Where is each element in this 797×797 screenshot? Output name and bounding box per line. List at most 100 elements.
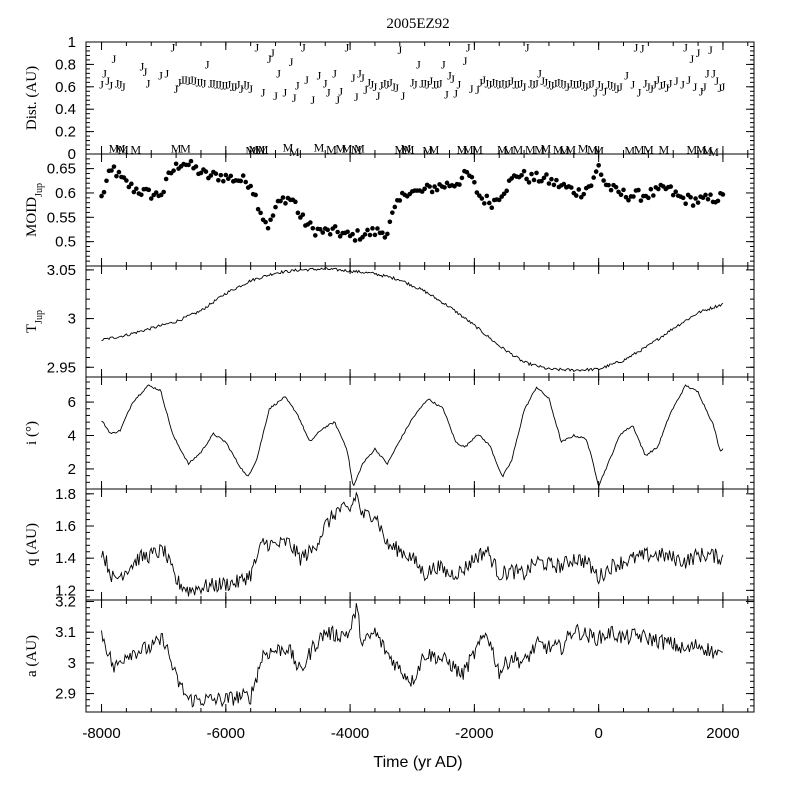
moid-point [578,194,584,200]
moid-point [397,198,403,203]
point-J: J [568,76,573,90]
point-J: J [220,79,225,93]
moid-point [193,164,199,169]
point-J: J [419,76,424,90]
point-M: M [180,141,191,155]
moid-point [367,232,373,238]
point-J: J [466,41,471,55]
y-tick-label-dist: 0.2 [55,124,76,141]
point-J: J [491,75,496,89]
moid-point [350,231,355,237]
moid-point [240,173,246,178]
point-M: M [702,144,713,158]
moid-point [243,179,248,185]
point-J: J [599,80,604,94]
point-M: M [540,141,551,155]
moid-point [253,192,258,198]
moid-point [372,232,378,238]
point-J: J [655,73,660,87]
moid-point [370,226,375,231]
point-J: J [99,78,104,92]
point-J: J [382,76,387,90]
moid-point [310,225,316,231]
point-M: M [118,143,129,157]
point-M: M [258,143,269,157]
panel-tjup: 2.95 3 3.05 TJup [24,262,755,378]
point-J: J [304,73,309,87]
moid-point [188,158,194,164]
point-J: J [699,84,704,98]
point-J: J [680,78,685,92]
point-J: J [447,69,452,83]
chart-title: 2005EZ92 [386,16,449,32]
moid-point [593,169,599,174]
point-M: M [130,143,141,157]
moid-point [636,187,641,193]
point-M: M [457,143,468,157]
point-J: J [503,78,508,92]
point-J: J [354,90,359,104]
point-M: M [659,143,670,157]
point-J: J [469,82,474,96]
moid-point [362,232,368,237]
point-M: M [342,141,353,155]
point-J: J [211,76,216,90]
moid-point [482,201,487,206]
moid-point [469,174,475,180]
moid-point [268,217,273,223]
point-J: J [422,76,427,90]
panel-q: 1.2 1.4 1.6 1.8 q (AU) [24,486,755,601]
x-tick-label: -2000 [455,725,493,742]
point-J: J [457,78,462,92]
point-J: J [534,76,539,90]
point-J: J [202,76,207,90]
moid-point [139,192,144,198]
point-J: J [248,82,253,96]
moid-point [519,172,524,178]
y-tick-label-incl: 4 [68,428,76,445]
moid-point [673,189,679,195]
point-M: M [289,145,300,159]
moid-point [464,169,470,175]
moid-point [479,196,485,201]
moid-point [198,170,204,176]
point-M: M [351,143,362,157]
moid-point [648,186,654,192]
moid-point [258,210,263,216]
moid-point [504,188,509,194]
point-J: J [373,80,378,94]
point-J: J [394,81,399,95]
moid-point [591,175,596,180]
x-tick-label: 2000 [706,725,739,742]
moid-point [618,192,624,198]
y-tick-label-dist: 1 [68,34,76,51]
moid-point [606,182,611,188]
point-M: M [314,140,325,154]
y-tick-label-a: 2.9 [55,686,76,703]
moid-point [387,219,393,225]
point-J: J [618,80,623,94]
series-line-tjup [101,267,724,373]
y-tick-label-moid: 0.6 [55,185,76,202]
point-J: J [360,71,365,85]
moid-point [312,233,318,238]
y-axis-label-moid: MOIDJup [24,183,45,237]
moid-point [300,212,306,217]
moid-point [432,184,437,189]
point-J: J [273,89,278,103]
point-J: J [326,85,331,99]
point-J: J [432,78,437,92]
moid-point [715,198,721,204]
moid-point [521,168,527,174]
moid-point [332,224,338,229]
moid-point [551,182,557,188]
point-J: J [401,89,406,103]
y-axis-label-tjup: TJup [24,310,45,333]
point-J: J [233,80,238,94]
moid-point [186,162,191,168]
point-M: M [708,145,719,159]
moid-point [429,189,435,195]
point-M: M [463,143,474,157]
moid-point [223,172,229,178]
